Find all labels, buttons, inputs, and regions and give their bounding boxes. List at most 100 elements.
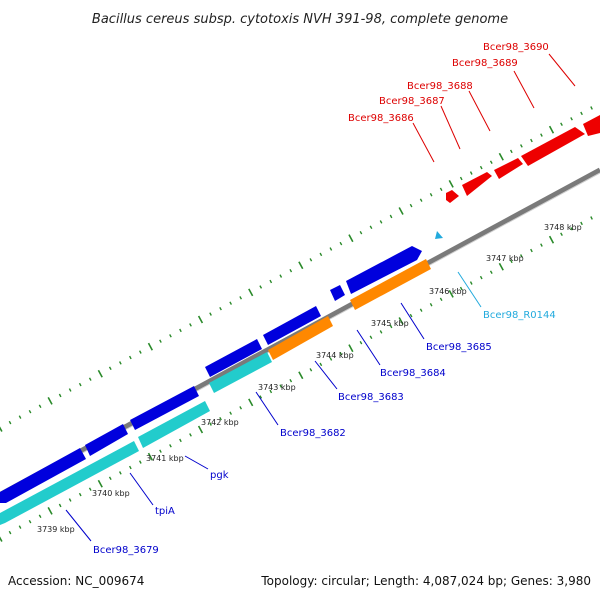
tick-mark	[38, 404, 42, 409]
tick-mark	[269, 279, 273, 284]
tick-mark	[68, 388, 72, 392]
tick-mark	[78, 492, 82, 497]
gene-arrow[interactable]	[583, 115, 600, 136]
tick-mark	[479, 165, 483, 170]
rna-label[interactable]: Bcer98_R0144	[483, 310, 556, 321]
gene-label[interactable]: Bcer98_3682	[280, 428, 346, 439]
tick-mark	[289, 268, 293, 273]
tick-mark	[248, 398, 254, 407]
gene-label[interactable]: pgk	[210, 470, 229, 481]
tick-mark	[97, 479, 103, 488]
gene-label[interactable]: tpiA	[155, 506, 175, 517]
gene-label[interactable]: Bcer98_3690	[483, 42, 549, 53]
tick-mark	[128, 465, 132, 470]
tick-mark	[548, 235, 555, 244]
tick-mark	[138, 350, 142, 354]
tick-mark	[97, 369, 103, 378]
gene-label[interactable]: Bcer98_3689	[452, 58, 518, 69]
gene-arrow[interactable]	[268, 316, 333, 360]
gene-arrow[interactable]	[346, 246, 422, 294]
kbp-label: 3742 kbp	[201, 418, 239, 427]
gene-arrow[interactable]	[446, 190, 459, 203]
gene-label[interactable]: Bcer98_3684	[380, 368, 446, 379]
tick-mark	[530, 138, 533, 143]
forward-genes	[446, 115, 600, 203]
tick-mark	[169, 444, 172, 448]
tick-mark	[580, 221, 583, 226]
tick-mark	[329, 357, 333, 361]
tick-mark	[389, 214, 393, 219]
tick-mark	[379, 330, 383, 334]
tick-mark	[369, 225, 373, 230]
tick-mark	[489, 160, 493, 164]
tick-mark	[58, 503, 62, 508]
tick-mark	[189, 433, 192, 437]
tick-mark	[479, 275, 483, 280]
tick-mark	[239, 406, 243, 410]
tick-mark	[197, 315, 204, 324]
tick-mark	[248, 288, 254, 297]
gene-arrow[interactable]	[0, 448, 86, 503]
tick-mark	[509, 149, 513, 154]
tick-mark	[219, 416, 222, 421]
gene-arrow[interactable]	[130, 386, 199, 430]
gene-arrow[interactable]	[205, 339, 262, 377]
tick-mark	[590, 216, 593, 220]
tick-mark	[189, 323, 192, 327]
forward-gene-labels: Bcer98_3686 Bcer98_3687 Bcer98_3688 Bcer…	[348, 42, 549, 124]
gene-arrow[interactable]	[462, 172, 492, 196]
tick-mark	[88, 377, 92, 381]
tick-mark	[28, 519, 32, 524]
gene-label[interactable]: Bcer98_3683	[338, 392, 404, 403]
tick-mark	[0, 536, 3, 542]
tick-mark	[329, 247, 333, 251]
tick-marks	[0, 106, 593, 542]
gene-arrow[interactable]	[85, 424, 128, 456]
gene-arrow[interactable]	[494, 158, 523, 179]
kbp-labels: 3739 kbp 3740 kbp 3741 kbp 3742 kbp 3743…	[37, 223, 582, 534]
gene-label[interactable]: Bcer98_3679	[93, 545, 159, 556]
tick-mark	[590, 106, 593, 110]
gene-arrow[interactable]	[0, 441, 139, 525]
gene-arrow[interactable]	[330, 285, 345, 301]
teal-genes	[0, 352, 272, 525]
tick-mark	[298, 261, 304, 270]
reverse-genes	[0, 246, 422, 503]
tick-mark	[359, 230, 363, 235]
tick-mark	[560, 232, 563, 236]
kbp-label: 3748 kbp	[544, 223, 582, 232]
leader-lines	[65, 53, 576, 542]
gene-arrow[interactable]	[521, 127, 585, 166]
tick-mark	[197, 425, 204, 434]
tick-mark	[319, 362, 323, 367]
gene-arrow[interactable]	[350, 259, 431, 310]
tick-mark	[398, 207, 404, 215]
tick-mark	[540, 243, 543, 247]
tick-mark	[379, 220, 383, 224]
tick-mark	[78, 382, 82, 387]
tick-mark	[469, 281, 473, 285]
tick-mark	[509, 259, 513, 264]
tick-mark	[429, 302, 433, 307]
tick-mark	[448, 290, 454, 298]
tick-mark	[389, 324, 393, 329]
tick-mark	[229, 301, 233, 305]
tick-mark	[348, 234, 354, 243]
tick-mark	[138, 460, 142, 464]
gene-arrow[interactable]	[263, 306, 321, 345]
tick-mark	[489, 270, 493, 274]
tick-mark	[159, 339, 162, 343]
gene-label[interactable]: Bcer98_3688	[407, 81, 473, 92]
gene-arrow[interactable]	[209, 352, 272, 393]
gene-arrow[interactable]	[138, 401, 210, 448]
tick-mark	[259, 395, 263, 399]
rna-marker[interactable]	[435, 231, 443, 239]
gene-label[interactable]: Bcer98_3685	[426, 342, 492, 353]
tick-mark	[47, 397, 53, 405]
kbp-label: 3746 kbp	[429, 287, 467, 296]
tick-mark	[580, 111, 583, 116]
gene-label[interactable]: Bcer98_3687	[379, 96, 445, 107]
tick-mark	[348, 344, 354, 353]
gene-label[interactable]: Bcer98_3686	[348, 113, 414, 124]
